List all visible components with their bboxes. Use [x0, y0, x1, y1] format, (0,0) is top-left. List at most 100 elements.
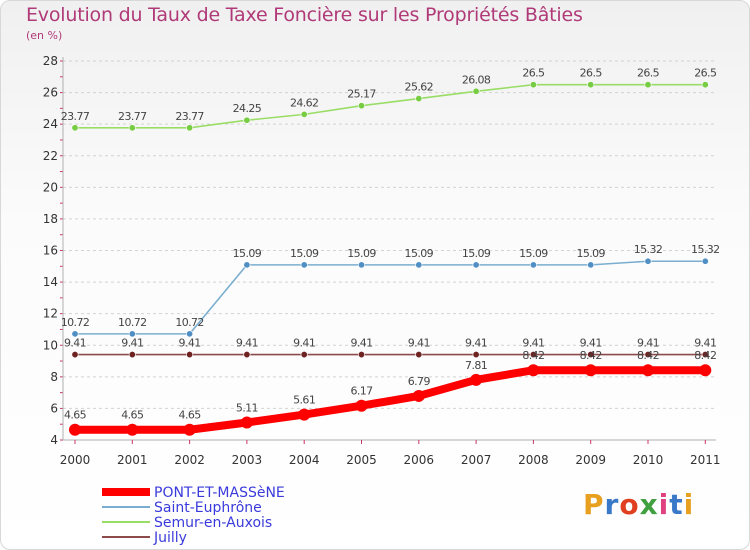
data-point — [587, 261, 595, 269]
y-tick-label: 14 — [43, 275, 58, 289]
grid-lines — [63, 60, 716, 409]
data-label: 9.41 — [465, 337, 487, 350]
data-label: 10.72 — [175, 316, 204, 329]
logo-letter: i — [658, 488, 670, 521]
data-label: 15.09 — [576, 247, 605, 260]
data-label: 23.77 — [61, 110, 90, 123]
data-label: 24.62 — [290, 96, 319, 109]
data-point — [415, 95, 423, 103]
x-tick-label: 2006 — [404, 453, 435, 467]
data-point — [128, 124, 136, 132]
data-point — [71, 351, 79, 359]
x-tick-label: 2000 — [60, 453, 91, 467]
data-label: 4.65 — [121, 409, 144, 422]
legend: PONT-ET-MASSèNESaint-EuphrôneSemur-en-Au… — [102, 485, 285, 546]
data-point — [644, 81, 652, 89]
data-label: 9.41 — [350, 337, 372, 350]
data-point — [243, 261, 251, 269]
data-label: 26.5 — [694, 67, 717, 80]
y-tick-label: 6 — [50, 401, 58, 415]
data-label: 15.32 — [634, 243, 663, 256]
data-label: 26.5 — [522, 67, 545, 80]
data-label: 15.09 — [233, 247, 262, 260]
data-point — [357, 261, 365, 269]
data-label: 8.42 — [580, 349, 602, 362]
x-tick-label: 2005 — [346, 453, 377, 467]
logo-letter: t — [669, 488, 684, 521]
legend-label: PONT-ET-MASSèNE — [154, 485, 285, 501]
data-point — [529, 351, 537, 359]
data-label: 9.41 — [580, 337, 602, 350]
x-tick-label: 2001 — [117, 453, 148, 467]
data-point — [300, 351, 308, 359]
data-point — [186, 124, 194, 132]
data-label: 25.17 — [347, 88, 376, 101]
y-tick-label: 28 — [43, 54, 58, 68]
data-point — [126, 423, 139, 436]
data-point — [355, 399, 368, 412]
unit-label: (en %) — [26, 29, 63, 42]
legend-label: Juilly — [153, 530, 187, 546]
data-point — [529, 261, 537, 269]
legend-label: Semur-en-Auxois — [154, 515, 272, 531]
legend-label: Saint-Euphrône — [154, 500, 262, 516]
data-label: 9.41 — [64, 337, 86, 350]
data-label: 9.41 — [522, 337, 544, 350]
data-point — [300, 261, 308, 269]
data-point — [243, 351, 251, 359]
data-label: 5.61 — [293, 394, 315, 407]
data-point — [584, 364, 597, 377]
data-label: 15.09 — [405, 247, 434, 260]
data-point — [472, 261, 480, 269]
data-label: 8.42 — [522, 349, 544, 362]
series-line — [71, 366, 710, 434]
data-point — [300, 110, 308, 118]
data-point — [415, 261, 423, 269]
data-point — [527, 364, 540, 377]
chart-title: Evolution du Taux de Taxe Foncière sur l… — [26, 4, 583, 26]
data-point — [587, 351, 595, 359]
axes: 4 6 8 10 12 14 16 18 20 22 24 26 28 2000 2001 2002 2003 2… — [43, 54, 721, 467]
data-label: 15.09 — [347, 247, 376, 260]
y-tick-label: 26 — [43, 86, 58, 100]
data-label: 15.09 — [290, 247, 319, 260]
y-tick-label: 12 — [43, 307, 58, 321]
data-label: 4.65 — [64, 409, 87, 422]
data-point — [699, 364, 712, 377]
data-point — [71, 124, 79, 132]
logo-letter: P — [583, 488, 605, 521]
data-label: 8.42 — [637, 349, 659, 362]
data-point — [186, 351, 194, 359]
logo-letter: i — [683, 488, 695, 521]
data-label: 26.5 — [637, 67, 660, 80]
data-point — [470, 373, 483, 386]
data-point — [298, 408, 311, 421]
y-tick-label: 24 — [43, 117, 58, 131]
data-point — [183, 423, 196, 436]
data-label: 15.32 — [691, 243, 720, 256]
data-point — [472, 87, 480, 95]
y-tick-label: 8 — [50, 370, 58, 384]
data-point — [357, 351, 365, 359]
data-point — [412, 389, 425, 402]
data-label: 9.41 — [694, 337, 716, 350]
data-label: 10.72 — [118, 316, 147, 329]
x-tick-label: 2004 — [289, 453, 320, 467]
y-tick-label: 22 — [43, 149, 58, 163]
data-label: 23.77 — [175, 110, 204, 123]
data-label: 9.41 — [637, 337, 659, 350]
y-tick-label: 18 — [43, 212, 58, 226]
x-tick-label: 2011 — [690, 453, 721, 467]
data-point — [701, 257, 709, 265]
data-point — [644, 351, 652, 359]
y-tick-label: 16 — [43, 244, 58, 258]
data-point — [642, 364, 654, 377]
data-label: 6.79 — [408, 375, 431, 388]
data-point — [644, 257, 652, 265]
data-label: 24.25 — [233, 102, 262, 115]
data-point — [701, 81, 709, 89]
data-label: 5.11 — [236, 401, 258, 414]
data-label: 7.81 — [465, 359, 487, 372]
